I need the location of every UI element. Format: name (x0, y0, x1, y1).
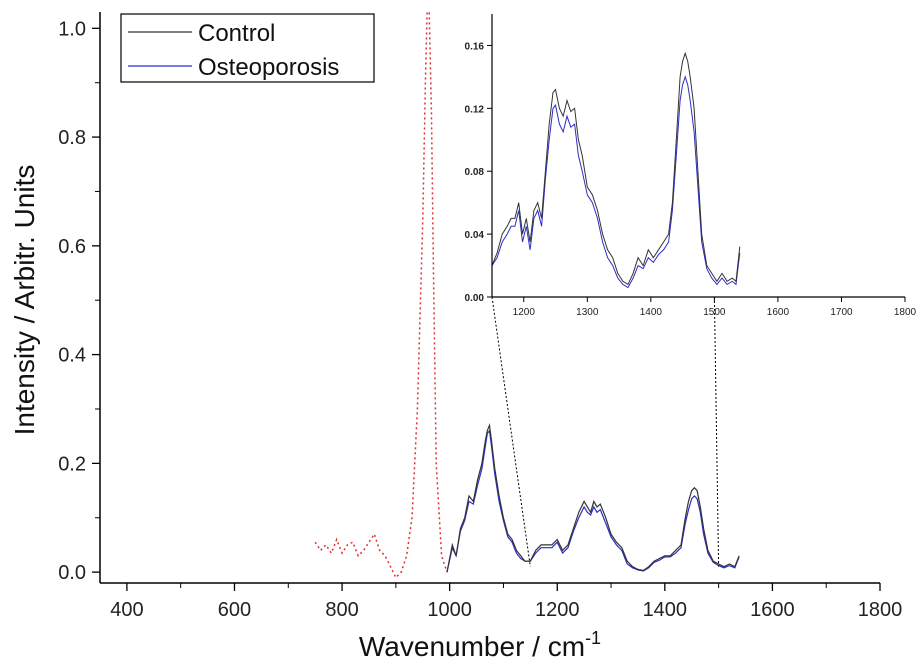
inset-x-tick-label: 1300 (576, 307, 599, 318)
inset-y-tick-label: 0.12 (465, 104, 485, 115)
inset-x-tick-label: 1700 (830, 307, 853, 318)
x-tick-label: 600 (218, 599, 251, 621)
inset-y-tick-label: 0.16 (465, 41, 485, 52)
inset-x-tick-label: 1600 (767, 307, 790, 318)
y-tick-label: 0.6 (58, 236, 86, 258)
inset-background (492, 14, 905, 297)
legend-label-osteoporosis: Osteoporosis (198, 54, 339, 81)
x-tick-label: 1200 (535, 599, 580, 621)
x-tick-label: 1400 (643, 599, 688, 621)
zoom-connector-lines (491, 296, 720, 567)
series-line-osteoporosis (446, 429, 740, 573)
legend-label-control: Control (198, 20, 275, 47)
legend-box (120, 13, 375, 83)
x-tick-label: 1800 (858, 599, 903, 621)
inset-series-line-control (491, 51, 741, 286)
x-axis-title-superscript: -1 (585, 628, 601, 648)
x-axis-title: Wavenumber / cm-1 (359, 628, 601, 662)
zoom-connector-left (491, 296, 531, 567)
y-tick-label: 0.4 (58, 345, 86, 367)
main-series-group (314, 11, 740, 579)
zoom-connector-right (713, 296, 720, 567)
inset-y-tick-label: 0.04 (465, 230, 485, 241)
inset-y-tick-label: 0.08 (465, 167, 485, 178)
y-tick-label: 1.0 (58, 18, 86, 40)
x-tick-label: 800 (325, 599, 358, 621)
inset-x-tick-label: 1800 (894, 307, 917, 318)
inset-x-tick-label: 1400 (640, 307, 663, 318)
reference-curve (314, 11, 448, 579)
y-tick-label: 0.8 (58, 127, 86, 149)
y-tick-label: 0.2 (58, 453, 86, 475)
y-axis-title: Intensity / Arbitr. Units (9, 165, 40, 436)
inset-y-tick-label: 0.00 (465, 293, 485, 304)
series-line-control (446, 422, 740, 573)
x-axis-title-text: Wavenumber / cm (359, 631, 585, 662)
x-tick-label: 1600 (750, 599, 795, 621)
x-tick-label: 1000 (427, 599, 472, 621)
y-tick-label: 0.0 (58, 562, 86, 584)
inset-x-tick-label: 1500 (703, 307, 726, 318)
inset-plot: 1200 1300 1400 1500 1600 1700 1800 0.00 0.04 0.08… (465, 14, 917, 318)
inset-x-tick-label: 1200 (513, 307, 536, 318)
inset-series-line-osteoporosis (491, 75, 741, 289)
main-axes: 400 600 800 1000 1200 1400 1600 1800 0.0 0.2 0.4 0.… (58, 12, 902, 621)
x-tick-label: 400 (110, 599, 143, 621)
legend: Control Osteoporosis (120, 13, 375, 83)
